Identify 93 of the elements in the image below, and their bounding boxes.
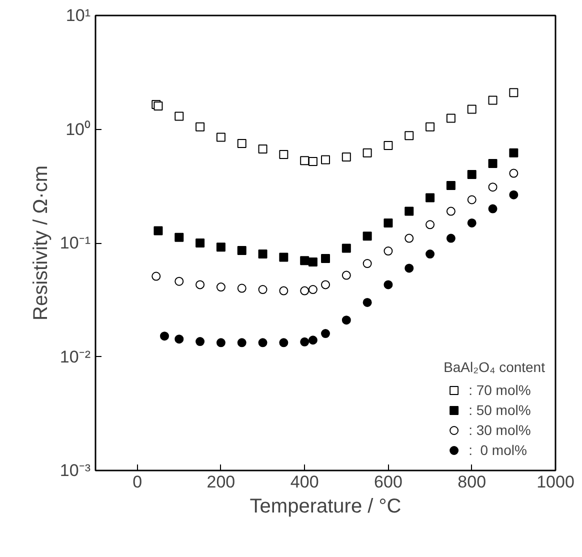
point [488, 182, 498, 192]
point [342, 244, 351, 253]
point [237, 138, 246, 148]
point [488, 96, 498, 105]
point [509, 190, 518, 200]
point [196, 280, 205, 290]
point [362, 148, 372, 158]
point [488, 158, 498, 168]
point [446, 181, 456, 190]
point [237, 246, 246, 255]
point [384, 280, 393, 290]
point [216, 282, 226, 292]
x-tick-label: 600 [374, 472, 402, 492]
point [426, 193, 435, 202]
point [216, 242, 226, 252]
point [467, 195, 476, 204]
point [446, 234, 456, 243]
legend-title: BaAl₂O₄ content [444, 359, 545, 375]
point [258, 250, 268, 259]
point [509, 148, 518, 158]
point [446, 114, 456, 123]
point [154, 226, 163, 236]
x-axis-title: Temperature / °C [250, 496, 402, 518]
point [308, 157, 318, 166]
point [174, 334, 184, 344]
point [300, 286, 310, 296]
point [196, 122, 205, 132]
point [258, 285, 268, 294]
point [342, 316, 351, 325]
y-tick-label: 10¹ [66, 6, 91, 25]
point [321, 329, 330, 338]
point [426, 250, 435, 259]
point [300, 156, 310, 166]
point [467, 170, 476, 180]
point [426, 122, 435, 132]
y-tick-label: 10⁻² [60, 347, 91, 366]
legend-label: : 30 mol% [468, 422, 531, 438]
point [384, 218, 393, 228]
point [404, 206, 414, 216]
legend-label: : 70 mol% [468, 382, 531, 398]
point [488, 204, 498, 214]
point [342, 152, 351, 162]
point [237, 338, 246, 348]
point [467, 218, 476, 228]
point [384, 140, 393, 150]
point [300, 337, 310, 346]
point [279, 338, 288, 348]
point [404, 264, 414, 273]
point [258, 144, 268, 154]
point [308, 336, 318, 345]
point [152, 272, 161, 281]
point [446, 206, 456, 216]
point [174, 112, 184, 121]
legend-label: : 50 mol% [468, 402, 531, 418]
y-axis-title: Resistivity / Ω·cm [30, 166, 52, 320]
point [308, 285, 318, 294]
point [426, 220, 435, 230]
x-tick-label: 0 [132, 472, 142, 492]
point [196, 337, 205, 346]
x-tick-label: 400 [290, 472, 319, 492]
legend-label: : 0 mol% [468, 442, 527, 458]
point [362, 298, 372, 307]
point [342, 270, 351, 280]
x-tick-label: 800 [458, 472, 486, 492]
point [279, 150, 288, 159]
point [216, 132, 226, 142]
y-tick-label: 10⁻³ [60, 461, 91, 480]
point [384, 246, 393, 256]
point [279, 252, 288, 262]
point [237, 284, 246, 293]
point [362, 259, 372, 268]
point [308, 258, 318, 267]
point [404, 131, 414, 140]
point [467, 104, 476, 114]
point [216, 338, 226, 348]
point [321, 155, 330, 164]
point [300, 256, 310, 266]
point [196, 238, 205, 248]
point [321, 280, 330, 290]
point [279, 286, 288, 296]
point [174, 232, 184, 242]
point [404, 234, 414, 243]
point [160, 332, 169, 341]
point [362, 232, 372, 241]
point [174, 276, 184, 286]
point [509, 88, 518, 98]
x-tick-label: 1000 [536, 472, 574, 492]
point [258, 338, 268, 348]
point [321, 254, 330, 264]
y-tick-label: 10⁻¹ [60, 234, 91, 252]
y-tick-label: 10⁰ [66, 120, 91, 139]
point [509, 168, 518, 178]
x-tick-label: 200 [206, 472, 236, 492]
